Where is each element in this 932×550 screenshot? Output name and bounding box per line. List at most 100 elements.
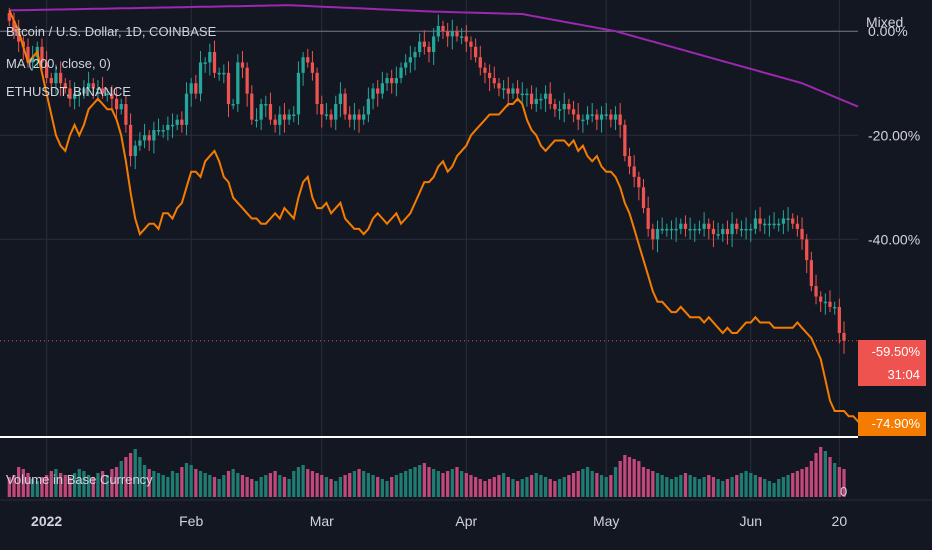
candle-body — [128, 124, 133, 157]
candle-body — [828, 301, 832, 307]
volume-bar — [194, 469, 198, 497]
volume-bar — [758, 477, 762, 497]
volume-series — [7, 447, 846, 497]
volume-bar — [721, 481, 725, 497]
volume-indicator-label[interactable]: Volume in Base Currency — [6, 472, 153, 487]
volume-bar — [688, 475, 692, 497]
volume-bar — [63, 475, 67, 497]
volume-bar — [777, 479, 781, 497]
candle-body — [744, 228, 748, 231]
volume-bar — [553, 481, 557, 497]
candle-body — [618, 114, 622, 125]
candle-body — [492, 78, 496, 84]
y-axis: 0.00% -20.00% -40.00% — [868, 23, 920, 247]
volume-bar — [753, 475, 758, 497]
candle-body — [170, 124, 175, 127]
candle-body — [529, 93, 534, 105]
candle-body — [357, 114, 361, 120]
candle-body — [408, 57, 412, 63]
volume-bar — [371, 475, 375, 497]
candle-body — [226, 72, 231, 105]
candle-body — [91, 83, 95, 89]
candle-body — [175, 119, 179, 125]
candle-body — [576, 114, 580, 120]
candle-body — [478, 57, 482, 68]
candle-body — [595, 114, 599, 120]
candle-body — [641, 187, 646, 209]
candle-body — [124, 104, 128, 125]
volume-bar — [133, 449, 137, 497]
volume-bar — [203, 473, 207, 497]
candle-body — [819, 296, 823, 302]
volume-bar — [49, 471, 53, 497]
candle-body — [716, 234, 720, 236]
candle-body — [338, 93, 343, 105]
candle-body — [711, 228, 716, 235]
volume-bar — [208, 475, 212, 497]
volume-bar — [296, 467, 301, 497]
volume-bar — [497, 475, 501, 497]
candle-body — [487, 72, 492, 79]
candle-body — [702, 223, 706, 229]
volume-bar — [543, 477, 548, 497]
volume-bar — [632, 459, 636, 497]
volume-bar — [315, 473, 319, 497]
candle-body — [469, 41, 473, 47]
volume-bar — [525, 477, 529, 497]
candle-body — [548, 93, 552, 105]
candle-body — [198, 62, 203, 94]
candle-body — [161, 130, 165, 132]
ma-indicator-label[interactable]: MA (200, close, 0) — [6, 56, 111, 71]
candle-body — [730, 223, 734, 235]
volume-bar — [236, 473, 240, 497]
candle-body — [334, 104, 338, 120]
volume-bar — [366, 473, 371, 497]
volume-bar — [100, 471, 105, 497]
volume-bar — [334, 481, 338, 497]
volume-bar — [408, 469, 412, 497]
candle-body — [422, 41, 426, 47]
compare-symbol-label[interactable]: ETHUSDT, BINANCE — [6, 84, 131, 99]
candle-body — [404, 62, 408, 68]
volume-bar — [781, 477, 786, 497]
candle-body — [777, 223, 781, 226]
candle-body — [455, 31, 459, 37]
volume-bar — [446, 471, 450, 497]
symbol-title[interactable]: Bitcoin / U.S. Dollar, 1D, COINBASE — [6, 24, 217, 39]
eth-change-badge: -74.90% — [858, 412, 926, 436]
volume-bar — [795, 471, 800, 497]
volume-bar — [273, 471, 277, 497]
volume-bar — [380, 479, 385, 497]
candle-body — [273, 119, 277, 125]
x-tick-label: Apr — [455, 513, 477, 529]
candle-body — [436, 26, 440, 37]
volume-bar — [376, 477, 380, 497]
candle-body — [72, 93, 77, 99]
volume-bar — [166, 477, 170, 497]
volume-bar — [362, 471, 366, 497]
volume-bar — [581, 469, 585, 497]
volume-bar — [217, 479, 221, 497]
candle-body — [693, 228, 697, 231]
candle-body — [366, 98, 371, 115]
candle-body — [399, 67, 403, 79]
candle-body — [772, 223, 776, 226]
scale-mode-label[interactable]: Mixed — [866, 14, 904, 30]
candle-body — [376, 88, 380, 94]
volume-bar — [585, 467, 590, 497]
volume-bar — [110, 469, 114, 497]
candle-body — [348, 114, 352, 120]
candle-body — [352, 114, 357, 120]
volume-bar — [805, 467, 809, 497]
volume-bar — [86, 475, 91, 497]
volume-bar — [413, 467, 417, 497]
candle-body — [26, 46, 30, 63]
candle-body — [791, 218, 795, 224]
candle-body — [651, 228, 655, 240]
volume-bar — [483, 481, 487, 497]
candle-body — [473, 46, 478, 58]
volume-bar — [637, 461, 641, 497]
candle-body — [320, 104, 324, 115]
candle-body — [54, 72, 58, 84]
